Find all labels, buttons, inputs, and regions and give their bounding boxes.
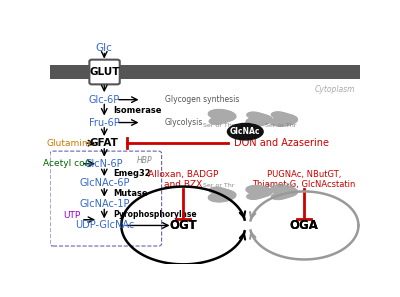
Polygon shape bbox=[208, 187, 236, 202]
Text: GFAT: GFAT bbox=[90, 138, 119, 148]
Text: GlcNAc: GlcNAc bbox=[230, 127, 260, 136]
Text: Alloxan, BADGP
and BZX: Alloxan, BADGP and BZX bbox=[148, 170, 218, 189]
Text: Emeg32: Emeg32 bbox=[114, 169, 151, 178]
Text: Glycogen synthesis: Glycogen synthesis bbox=[165, 95, 239, 104]
Text: Cytoplasm: Cytoplasm bbox=[315, 85, 355, 94]
Text: PUGNAc, NButGT,
Thiamet-G, GlcNAcstatin: PUGNAc, NButGT, Thiamet-G, GlcNAcstatin bbox=[252, 170, 356, 189]
Bar bbox=[50, 65, 360, 79]
Polygon shape bbox=[246, 186, 272, 199]
Text: Mutase: Mutase bbox=[114, 189, 148, 198]
Text: Ser or Thr: Ser or Thr bbox=[265, 123, 297, 127]
Ellipse shape bbox=[228, 124, 263, 140]
Text: Pyrophosphorylase: Pyrophosphorylase bbox=[114, 210, 197, 219]
Text: Glc: Glc bbox=[96, 43, 113, 53]
Polygon shape bbox=[208, 110, 236, 124]
Text: OGA: OGA bbox=[290, 219, 319, 232]
Text: Fru-6P: Fru-6P bbox=[89, 118, 120, 127]
Text: GlcNAc-6P: GlcNAc-6P bbox=[79, 178, 130, 188]
Text: Isomerase: Isomerase bbox=[114, 106, 162, 115]
Text: OGT: OGT bbox=[170, 219, 197, 232]
Text: OGT: OGT bbox=[170, 219, 197, 232]
Text: Acetyl coA: Acetyl coA bbox=[43, 159, 91, 168]
Text: OGA: OGA bbox=[290, 219, 319, 232]
Text: UTP: UTP bbox=[64, 211, 81, 220]
Text: Glycolysis: Glycolysis bbox=[165, 118, 203, 127]
Text: DON and Azaserine: DON and Azaserine bbox=[234, 138, 330, 148]
Text: Ser or Thr: Ser or Thr bbox=[203, 184, 235, 188]
Text: UDP-GlcNAc: UDP-GlcNAc bbox=[75, 220, 134, 230]
FancyBboxPatch shape bbox=[89, 60, 120, 84]
Text: HBP: HBP bbox=[137, 156, 152, 165]
Polygon shape bbox=[270, 112, 298, 126]
Polygon shape bbox=[246, 112, 272, 126]
Text: Ser or Thr: Ser or Thr bbox=[265, 184, 297, 188]
Polygon shape bbox=[270, 185, 298, 200]
Text: Glc-6P: Glc-6P bbox=[89, 95, 120, 105]
Text: GlcN-6P: GlcN-6P bbox=[85, 159, 124, 169]
Text: Ser or Thr: Ser or Thr bbox=[203, 123, 235, 127]
Text: Glutamine: Glutamine bbox=[46, 139, 94, 148]
Text: GLUT: GLUT bbox=[89, 67, 120, 77]
Text: GlcNAc-1P: GlcNAc-1P bbox=[79, 199, 130, 209]
